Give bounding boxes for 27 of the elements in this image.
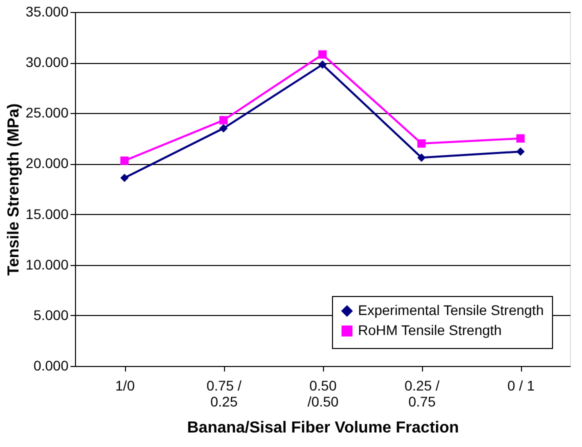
x-tick-label: 0.75 / 0.25 [206, 378, 242, 410]
point [318, 50, 327, 59]
point [120, 174, 129, 182]
legend-label: Experimental Tensile Strength [358, 302, 544, 318]
y-tick-label: 25.000 [26, 104, 69, 121]
y-tick-label: 5.000 [33, 306, 69, 323]
point [120, 156, 129, 165]
point [219, 124, 228, 132]
y-tick-label: 30.000 [26, 54, 69, 70]
y-tick-label: 20.000 [26, 155, 69, 172]
x-tick-label: 0.50 /0.50 [307, 378, 339, 410]
y-tick-label: 15.000 [26, 206, 69, 222]
point [219, 116, 228, 124]
point [417, 153, 426, 162]
y-axis-title: Tensile Strength (MPa) [6, 103, 23, 276]
y-tick-label: 35.000 [26, 4, 69, 20]
point [417, 139, 426, 148]
x-axis-title: Banana/Sisal Fiber Volume Fraction [187, 420, 459, 436]
x-tick-label: 1/0 [115, 378, 135, 394]
point [516, 134, 525, 143]
legend-label: RoHM Tensile Strength [358, 322, 502, 338]
x-tick-label: 0 / 1 [507, 378, 535, 394]
point [318, 60, 327, 69]
point [516, 147, 525, 156]
y-tick-label: 10.000 [26, 256, 69, 272]
x-tick-label: 0.25 / 0.75 [404, 378, 440, 410]
y-tick-label: 0.000 [33, 358, 69, 374]
